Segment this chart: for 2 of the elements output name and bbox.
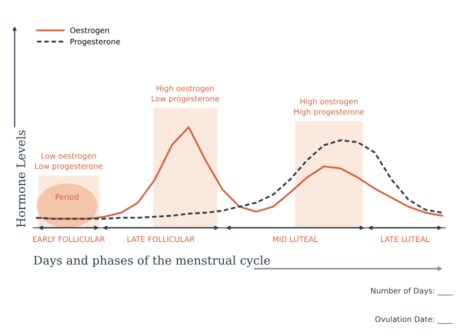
x-axis-title: Days and phases of the menstrual cycle (34, 256, 270, 268)
y-axis-title: Hormone Levels (16, 130, 26, 228)
